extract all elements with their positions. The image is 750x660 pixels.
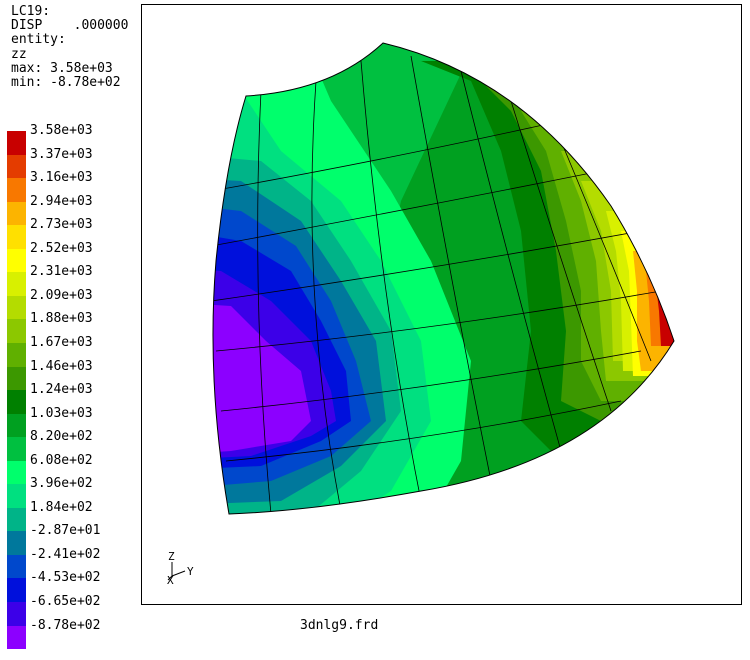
min-value: min: -8.78e+02 <box>11 75 121 91</box>
legend-row: 2.09e+03 <box>7 288 127 320</box>
legend-label: -2.87e+01 <box>30 523 101 539</box>
legend-swatch <box>7 201 26 226</box>
legend-swatch <box>7 319 26 343</box>
legend-row: 2.73e+03 <box>7 217 127 249</box>
legend-label: 1.84e+02 <box>30 499 93 515</box>
legend-swatch <box>7 531 26 555</box>
legend-row: 1.24e+03 <box>7 382 127 414</box>
axis-triad: Z Y X <box>165 550 205 590</box>
legend-row: 1.67e+03 <box>7 335 127 367</box>
legend-row: 3.96e+02 <box>7 476 127 508</box>
legend-row: 6.08e+02 <box>7 453 127 485</box>
legend-row: 1.46e+03 <box>7 359 127 391</box>
legend-swatch <box>7 625 26 650</box>
legend-row: -8.78e+02 <box>7 618 127 650</box>
axis-z-label: Z <box>168 550 175 563</box>
disp-label: DISP <box>11 18 43 34</box>
legend-label: 1.67e+03 <box>30 334 93 350</box>
legend-row: 2.52e+03 <box>7 241 127 273</box>
load-case-label: LC19: <box>11 4 51 19</box>
legend-label: 3.16e+03 <box>30 170 93 186</box>
legend-swatch <box>7 225 26 249</box>
legend-label: 6.08e+02 <box>30 452 93 468</box>
legend-label: 3.37e+03 <box>30 146 93 162</box>
legend-label: 8.20e+02 <box>30 429 93 445</box>
contour-bands <box>212 43 674 514</box>
legend-swatch <box>7 272 26 296</box>
result-info-panel: LC19: DISP .000000 entity: zz max: 3.58e… <box>11 4 129 91</box>
legend-label: -6.65e+02 <box>30 594 101 609</box>
axis-y-label: Y <box>187 565 194 578</box>
legend-swatch <box>7 578 26 603</box>
disp-value: .000000 <box>73 18 129 34</box>
legend-row: -2.87e+01 <box>7 523 127 555</box>
legend-label: -8.78e+02 <box>30 617 101 633</box>
axis-triad-icon: Z Y X <box>167 550 194 587</box>
legend-row: 3.37e+03 <box>7 147 127 179</box>
legend-label: 1.88e+03 <box>30 311 93 327</box>
legend-row: 2.94e+03 <box>7 194 127 226</box>
legend-swatch <box>7 460 26 485</box>
legend-label: -4.53e+02 <box>30 570 101 586</box>
legend-label: 2.09e+03 <box>30 287 93 303</box>
component-label: zz <box>11 46 27 62</box>
legend-row: 1.84e+02 <box>7 500 127 532</box>
legend-swatch <box>7 437 26 461</box>
axis-x-label: X <box>167 574 174 586</box>
legend-row: 3.58e+03 <box>7 123 127 155</box>
legend-row: 2.31e+03 <box>7 264 127 296</box>
legend-swatch <box>7 602 26 626</box>
legend-label: 1.24e+03 <box>30 382 93 398</box>
legend-swatch <box>7 366 26 391</box>
legend-swatch <box>7 342 26 367</box>
legend-label: 3.58e+03 <box>30 123 93 138</box>
legend-swatch <box>7 178 26 202</box>
legend-row: 8.20e+02 <box>7 429 127 461</box>
legend-row: -6.65e+02 <box>7 594 127 626</box>
legend-swatch <box>7 507 26 532</box>
legend-swatch <box>7 154 26 179</box>
legend-swatch <box>7 295 26 320</box>
legend-label: 2.31e+03 <box>30 264 93 280</box>
legend-swatch <box>7 248 26 273</box>
legend-swatch <box>7 390 26 414</box>
legend-label: 3.96e+02 <box>30 476 93 492</box>
mesh-lines <box>212 55 662 514</box>
model-viewport[interactable] <box>141 4 742 605</box>
legend-swatch <box>7 484 26 508</box>
legend-label: 1.03e+03 <box>30 405 93 421</box>
legend-swatch <box>7 131 26 155</box>
legend-row: 3.16e+03 <box>7 170 127 202</box>
legend-row: 1.03e+03 <box>7 406 127 438</box>
legend-label: 1.46e+03 <box>30 358 93 374</box>
legend-row: -4.53e+02 <box>7 570 127 603</box>
legend-row: -2.41e+02 <box>7 547 127 579</box>
legend-label: 2.73e+03 <box>30 217 93 233</box>
legend-label: 2.52e+03 <box>30 240 93 256</box>
legend-swatch <box>7 413 26 438</box>
legend-label: -2.41e+02 <box>30 546 101 562</box>
entity-label: entity: <box>11 32 66 48</box>
max-value: max: 3.58e+03 <box>11 60 113 76</box>
legend-label: 2.94e+03 <box>30 193 93 209</box>
fe-mesh-contour-plot[interactable] <box>142 5 742 605</box>
file-name: 3dnlg9.frd <box>300 618 379 633</box>
model-outline <box>212 42 675 515</box>
legend-swatch <box>7 554 26 579</box>
legend-row: 1.88e+03 <box>7 311 127 343</box>
